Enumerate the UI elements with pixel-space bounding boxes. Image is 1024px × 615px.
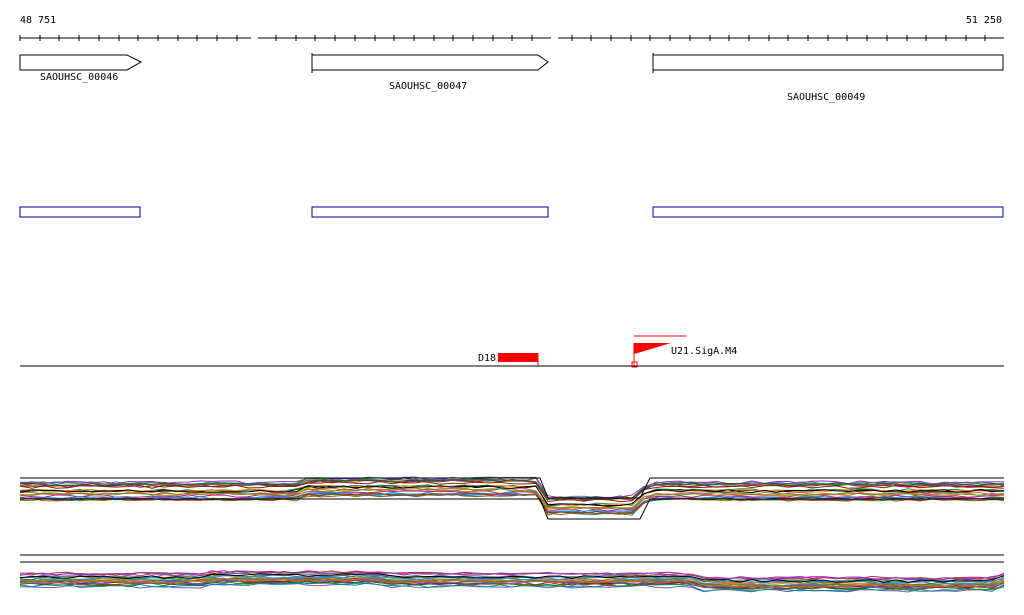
expression-traces [19,570,1005,593]
expression-trace-line [19,478,1005,501]
ruler-end-label: 51 250 [966,15,1002,26]
promoter-flag-icon[interactable] [634,343,671,354]
gene-label: SAOUHSC_00047 [389,81,467,92]
regulatory-feature-track: D18 U21.SigA.M4 [20,335,1004,368]
gene-track: SAOUHSC_00046 SAOUHSC_00047 SAOUHSC_0004… [19,53,1004,103]
gene-feature[interactable]: SAOUHSC_00046 [19,54,143,83]
d18-feature-block[interactable] [498,353,538,362]
expression-traces [19,476,1005,520]
expression-trace-line [19,578,1005,588]
gene-feature[interactable]: SAOUHSC_00049 [652,53,1004,103]
expression-trace-line [20,487,1005,510]
gene-label: SAOUHSC_00049 [787,92,865,103]
gene-arrow[interactable] [311,54,549,71]
expression-trace-line [19,484,1005,507]
gene-feature[interactable]: SAOUHSC_00047 [311,53,549,92]
gene-arrow[interactable] [19,54,143,71]
cds-box[interactable] [19,206,141,218]
expression-trace-line [19,572,1005,583]
ruler-start-label: 48 751 [20,15,56,26]
expression-trace-line [19,493,1005,516]
expression-trace-line [19,476,1005,499]
expression-trace-line [19,582,1005,592]
expression-reference-line [20,477,1004,499]
promoter-label: U21.SigA.M4 [671,346,737,357]
gene-label: SAOUHSC_00046 [40,72,118,83]
d18-label: D18 [478,353,496,364]
expression-trace-line [19,485,1005,507]
cds-box[interactable] [311,206,549,218]
expression-track-1 [19,476,1005,520]
expression-trace-line [19,490,1005,513]
expression-trace-line [19,480,1005,503]
coordinate-ruler: 48 751 51 250 [19,15,1004,41]
cds-track [19,206,1004,218]
ruler-ticks [19,35,986,41]
expression-trace-line [20,577,1005,588]
cds-box[interactable] [652,206,1004,218]
expression-track-2 [19,554,1005,593]
expression-trace-line [19,570,1005,580]
promoter-anchor-marker [631,361,638,368]
expression-reference-line [20,498,1004,520]
expression-trace-line [19,573,1005,583]
gene-box[interactable] [652,54,1004,71]
